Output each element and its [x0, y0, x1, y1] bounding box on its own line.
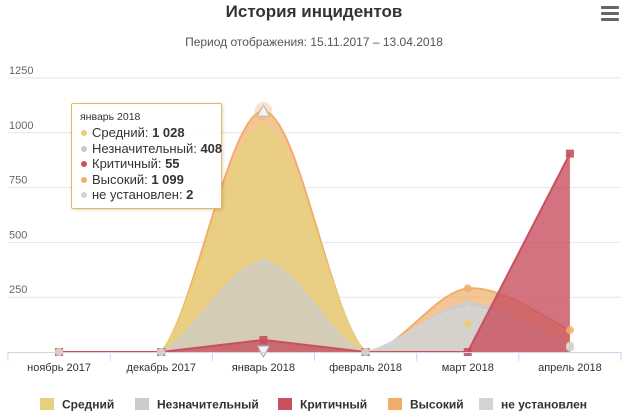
- legend-item-minor: Незначительный: [135, 398, 259, 412]
- y-tick-label: 750: [9, 175, 27, 187]
- legend-swatch: [40, 398, 54, 410]
- tooltip-dot: [81, 145, 87, 152]
- area-critical: [59, 153, 570, 352]
- tooltip-row-high: Высокий: 1 099: [80, 172, 213, 188]
- x-tick-label: март 2018: [442, 362, 494, 374]
- tooltip-row-minor: Незначительный: 408: [80, 140, 222, 157]
- x-tick-label: январь 2018: [232, 362, 295, 374]
- tooltip-series-name: не установлен: [92, 187, 179, 202]
- legend-swatch: [278, 398, 292, 410]
- menu-bar: [601, 6, 619, 9]
- chart-subtitle: Период отображения: 15.11.2017 – 13.04.2…: [185, 35, 443, 49]
- chart-menu-button[interactable]: [601, 6, 619, 24]
- hover-marker-high: [256, 104, 271, 117]
- tooltip-series-name: Высокий: [92, 171, 145, 187]
- tooltip-row-medium: Средний: 1 028: [80, 125, 213, 141]
- marker-critical: [259, 335, 268, 344]
- tooltip-row-unset: не установлен: 2: [80, 187, 213, 203]
- tooltip-value: 408: [200, 140, 223, 156]
- legend-label: Незначительный: [157, 398, 259, 412]
- marker-medium: [259, 122, 268, 131]
- x-tick-label: апрель 2018: [538, 362, 602, 374]
- legend-item-critical: Критичный: [278, 398, 367, 412]
- tooltip-dot: [81, 161, 87, 168]
- x-tick-label: декабрь 2017: [127, 362, 196, 374]
- legend-item-unset: не установлен: [479, 398, 587, 412]
- legend: Средний Незначительный Критичный Высокий не …: [40, 398, 587, 412]
- tooltip-series-name: Критичный: [92, 156, 158, 171]
- legend-label: Средний: [62, 398, 114, 412]
- legend-label: Критичный: [300, 398, 367, 412]
- x-tick-label: февраль 2018: [329, 362, 402, 374]
- legend-swatch: [388, 398, 402, 410]
- hover-marker-unset: [256, 345, 271, 359]
- tooltip-row-critical: Критичный: 55: [80, 156, 213, 172]
- legend-label: Высокий: [410, 398, 464, 412]
- marker-high: [463, 284, 472, 293]
- legend-item-high: Высокий: [388, 398, 464, 412]
- tooltip-dot: [81, 192, 87, 199]
- tooltip-value: 1 028: [152, 125, 185, 140]
- axis-layer: 250 500 750 1000 1250 ноябрь 2017 декабрь 2017…: [7, 65, 622, 374]
- tooltip-header: январь 2018: [80, 111, 141, 123]
- tooltip-dot: [81, 176, 87, 183]
- legend-label: не установлен: [501, 398, 587, 412]
- menu-bar: [601, 12, 619, 15]
- tooltip-value: 2: [186, 187, 194, 202]
- marker-high: [565, 326, 574, 335]
- x-tick-label: ноябрь 2017: [27, 362, 91, 374]
- tooltip-series-name: Незначительный: [92, 140, 194, 156]
- menu-bar: [601, 18, 619, 21]
- marker-minor: [259, 258, 268, 267]
- tooltip-series-name: Средний: [92, 125, 145, 140]
- marker-unset: [463, 304, 472, 313]
- chart-tooltip: январь 2018 Средний: 1 028 Незначительны…: [71, 103, 222, 209]
- legend-swatch: [135, 398, 149, 410]
- marker-unset: [565, 342, 574, 351]
- legend-item-medium: Средний: [40, 398, 114, 412]
- y-tick-label: 1000: [9, 120, 33, 132]
- area-unset: [59, 308, 570, 352]
- tooltip-value: 1 099: [151, 171, 184, 187]
- marker-medium: [463, 319, 472, 328]
- y-tick-label: 250: [9, 284, 27, 296]
- chart-title: История инцидентов: [226, 2, 403, 21]
- marker-critical: [565, 149, 574, 158]
- tooltip-dot: [81, 130, 87, 137]
- legend-swatch: [479, 398, 493, 410]
- y-tick-label: 500: [9, 229, 27, 241]
- y-tick-label: 1250: [9, 65, 33, 77]
- tooltip-value: 55: [165, 156, 180, 171]
- area-medium: [59, 126, 570, 352]
